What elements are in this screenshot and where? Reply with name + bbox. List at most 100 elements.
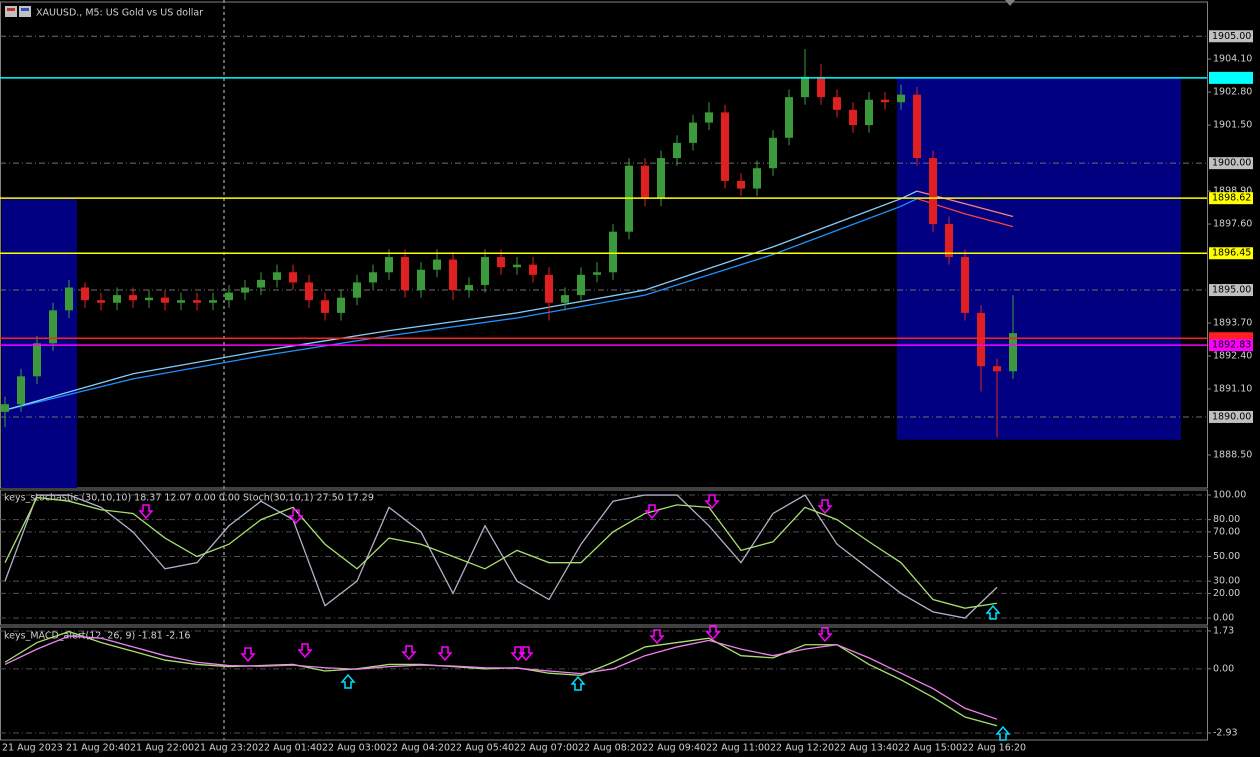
sell-arrow <box>705 625 721 641</box>
candle-body <box>289 272 297 283</box>
level-box <box>1209 71 1253 84</box>
x-tick-label: 22 Aug 11:00 <box>706 743 770 754</box>
candle-body <box>81 287 89 301</box>
candle-body <box>673 142 681 159</box>
candle-body <box>177 300 185 303</box>
candle-body <box>65 287 73 311</box>
price-box-label: 1905.00 <box>1212 31 1251 42</box>
x-tick-label: 22 Aug 04:20 <box>386 743 450 754</box>
y-tick-label: 20.00 <box>1213 588 1240 599</box>
level-label: 1898.62 <box>1212 193 1251 204</box>
candle-body <box>865 99 873 126</box>
candle-body <box>641 165 649 199</box>
candle-body <box>353 282 361 298</box>
candle-body <box>1009 333 1017 372</box>
sell-arrow <box>644 504 660 520</box>
candle-body <box>33 343 41 377</box>
candle-body <box>17 376 25 405</box>
price-box <box>1209 284 1253 297</box>
buy-arrow <box>340 673 356 689</box>
candle-body <box>801 76 809 98</box>
app-icon <box>19 6 31 17</box>
candle-body <box>913 94 921 159</box>
indicator-title: keys_MACD_alert(12, 26, 9) -1.81 -2.16 <box>4 631 190 642</box>
y-tick-label: 100.00 <box>1213 490 1246 501</box>
x-tick-label: 22 Aug 03:00 <box>322 743 386 754</box>
level-box <box>1209 192 1253 205</box>
zone-rect <box>897 77 1181 440</box>
buy-arrow <box>995 725 1011 741</box>
indicator-line <box>4 496 998 609</box>
price-box <box>1209 157 1253 170</box>
sell-arrow <box>437 646 453 662</box>
x-tick-label: 22 Aug 01:40 <box>258 743 322 754</box>
y-tick-label: 1891.10 <box>1213 384 1252 395</box>
level-label: 1896.45 <box>1212 248 1251 259</box>
y-tick-label: 1898.90 <box>1213 186 1252 197</box>
candle-body <box>225 292 233 301</box>
sell-arrow <box>518 646 534 662</box>
moving-average <box>4 198 918 411</box>
price-box <box>1209 30 1253 43</box>
y-tick-label: 1902.80 <box>1213 87 1252 98</box>
y-tick-label: 1888.50 <box>1213 450 1252 461</box>
candle-body <box>321 300 329 313</box>
candle-body <box>545 274 553 303</box>
level-label: 1892.83 <box>1212 340 1251 351</box>
candle-body <box>993 366 1001 372</box>
x-tick-label: 21 Aug 2023 <box>2 743 63 754</box>
candle-body <box>689 122 697 143</box>
candle-body <box>721 112 729 181</box>
price-box-label: 1890.00 <box>1212 411 1251 422</box>
y-tick-label: 0.00 <box>1213 663 1234 674</box>
y-tick-label: 1897.60 <box>1213 219 1252 230</box>
sell-arrow <box>817 499 833 515</box>
candle-body <box>401 257 409 291</box>
sell-arrow <box>138 504 154 520</box>
candle-body <box>497 257 505 268</box>
x-tick-label: 22 Aug 12:20 <box>770 743 834 754</box>
x-tick-label: 21 Aug 22:00 <box>130 743 194 754</box>
candle-body <box>657 158 665 199</box>
candle-body <box>145 297 153 301</box>
sell-arrow <box>288 509 304 525</box>
candle-body <box>881 99 889 103</box>
x-tick-label: 22 Aug 09:40 <box>642 743 706 754</box>
candle-body <box>449 259 457 291</box>
candle-body <box>529 264 537 275</box>
sell-arrow <box>401 645 417 661</box>
candle-body <box>417 269 425 291</box>
x-tick-label: 22 Aug 15:00 <box>898 743 962 754</box>
candle-body <box>945 224 953 258</box>
x-tick-label: 22 Aug 07:00 <box>514 743 578 754</box>
candle-body <box>129 295 137 301</box>
indicator-title: keys_stochastic (30,10,10) 18.37 12.07 0… <box>4 493 374 504</box>
zone-rect <box>1 198 77 488</box>
candle-body <box>769 137 777 169</box>
price-box-label: 1895.00 <box>1212 285 1251 296</box>
x-tick-label: 22 Aug 16:20 <box>962 743 1026 754</box>
y-tick-label: -2.93 <box>1213 727 1238 738</box>
candle-body <box>737 180 745 189</box>
candle-body <box>257 279 265 288</box>
candle-body <box>97 300 105 303</box>
candle-body <box>113 295 121 303</box>
candle-body <box>209 300 217 303</box>
level-box <box>1209 247 1253 260</box>
moving-average <box>4 190 918 411</box>
y-tick-label: 1901.50 <box>1213 120 1252 131</box>
y-tick-label: 1892.40 <box>1213 351 1252 362</box>
sell-arrow <box>297 643 313 659</box>
app-icon <box>7 8 15 11</box>
candle-body <box>49 310 57 344</box>
x-tick-label: 22 Aug 13:40 <box>834 743 898 754</box>
sell-arrow <box>649 629 665 645</box>
sell-arrow <box>240 647 256 663</box>
indicator-line <box>4 635 998 720</box>
panel-frame <box>0 626 1208 741</box>
y-tick-label: 1.73 <box>1213 625 1234 636</box>
candle-body <box>561 295 569 303</box>
y-tick-label: 30.00 <box>1213 576 1240 587</box>
candle-body <box>433 259 441 270</box>
